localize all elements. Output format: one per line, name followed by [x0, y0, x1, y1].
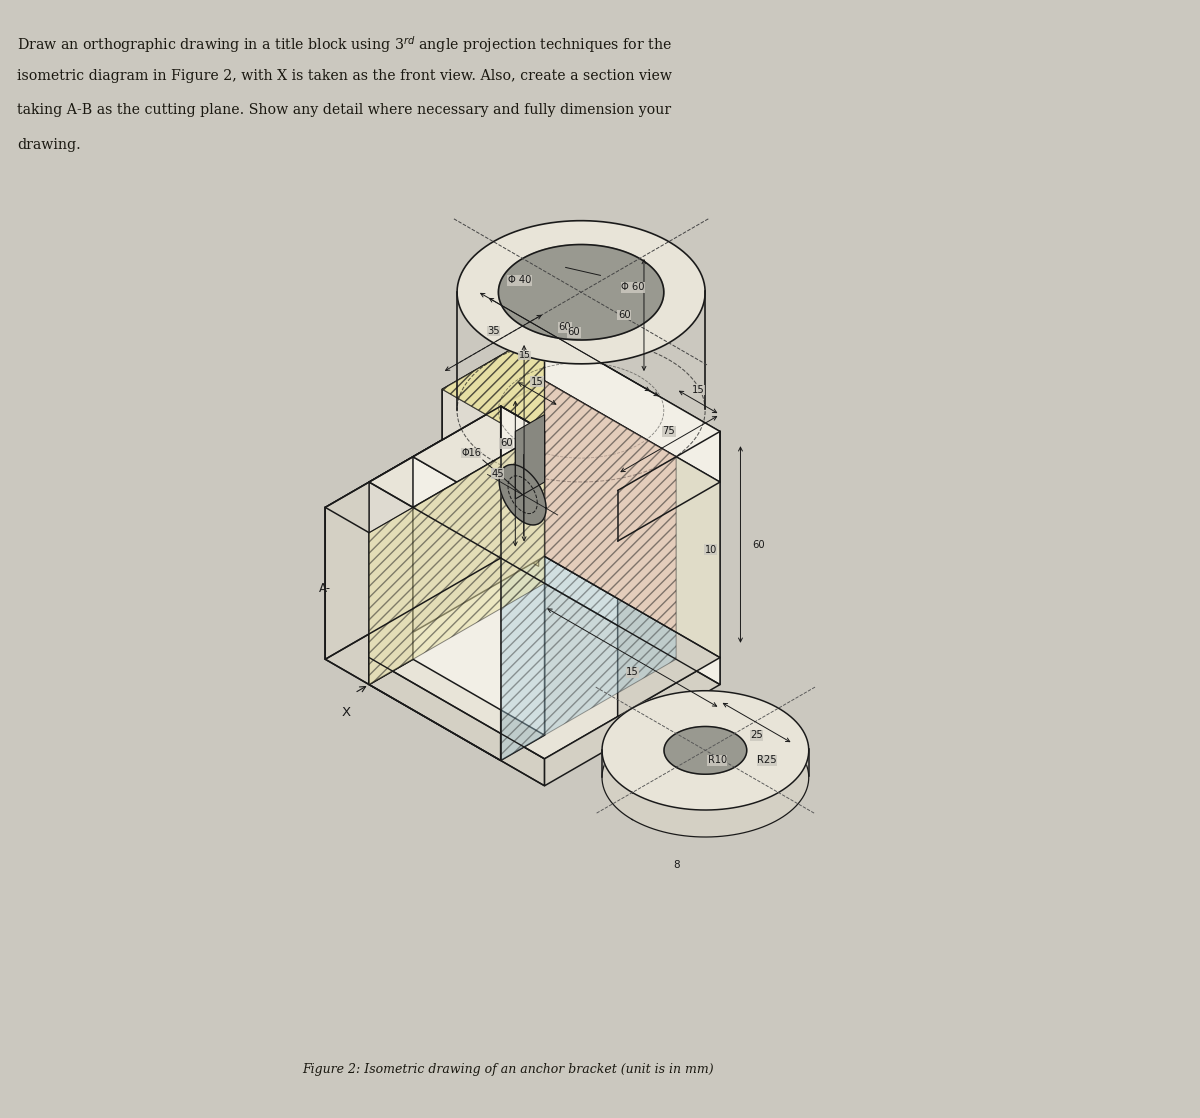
Text: 15: 15 [626, 667, 638, 678]
Polygon shape [443, 330, 720, 491]
Text: 25: 25 [750, 730, 763, 740]
Polygon shape [545, 657, 720, 786]
Text: Φ16: Φ16 [461, 448, 481, 458]
Polygon shape [325, 406, 545, 532]
Polygon shape [500, 406, 545, 557]
Polygon shape [500, 457, 676, 760]
Text: R10: R10 [708, 756, 727, 766]
Polygon shape [370, 657, 545, 786]
Polygon shape [499, 465, 546, 525]
Text: 35: 35 [487, 326, 499, 337]
Polygon shape [500, 406, 545, 584]
Text: isometric diagram in Figure 2, with X is taken as the front view. Also, create a: isometric diagram in Figure 2, with X is… [17, 68, 672, 83]
Text: X: X [341, 707, 350, 720]
Polygon shape [413, 381, 545, 508]
Text: 15: 15 [530, 377, 544, 387]
Polygon shape [602, 691, 809, 811]
Polygon shape [545, 381, 720, 657]
Polygon shape [370, 432, 545, 684]
Text: 75: 75 [662, 426, 676, 436]
Polygon shape [413, 381, 676, 532]
Text: 10: 10 [704, 544, 716, 555]
Polygon shape [413, 432, 545, 633]
Text: Figure 2: Isometric drawing of an anchor bracket (unit is in mm): Figure 2: Isometric drawing of an anchor… [302, 1063, 714, 1077]
Text: drawing.: drawing. [17, 139, 80, 152]
Text: 60: 60 [500, 438, 512, 448]
Polygon shape [413, 457, 545, 584]
Polygon shape [443, 330, 545, 439]
Polygon shape [545, 381, 676, 508]
Text: 60: 60 [618, 310, 630, 320]
Polygon shape [618, 432, 720, 541]
Polygon shape [370, 557, 545, 684]
Text: 45: 45 [491, 468, 504, 479]
Polygon shape [370, 482, 500, 760]
Text: 15: 15 [691, 385, 704, 395]
Polygon shape [370, 432, 545, 684]
Polygon shape [325, 406, 500, 660]
Text: R25: R25 [757, 756, 776, 766]
Polygon shape [602, 718, 809, 837]
Text: 60: 60 [568, 328, 580, 338]
Polygon shape [413, 457, 545, 736]
Text: Φ 60: Φ 60 [620, 282, 644, 292]
Polygon shape [506, 423, 539, 567]
Text: Draw an orthographic drawing in a title block using 3$^{rd}$ angle projection te: Draw an orthographic drawing in a title … [17, 34, 672, 55]
Polygon shape [664, 727, 746, 775]
Polygon shape [545, 330, 720, 482]
Polygon shape [370, 457, 545, 558]
Polygon shape [545, 381, 676, 633]
Polygon shape [325, 508, 370, 684]
Polygon shape [370, 557, 720, 759]
Text: 8: 8 [673, 860, 679, 870]
Text: 15: 15 [518, 351, 530, 360]
Text: taking A-B as the cutting plane. Show any detail where necessary and fully dimen: taking A-B as the cutting plane. Show an… [17, 104, 671, 117]
Polygon shape [443, 389, 618, 541]
Polygon shape [443, 330, 720, 491]
Polygon shape [370, 457, 413, 684]
Polygon shape [500, 532, 545, 760]
Polygon shape [618, 482, 720, 717]
Text: A-: A- [319, 581, 331, 595]
Text: 60: 60 [559, 322, 571, 332]
Polygon shape [457, 220, 706, 363]
Polygon shape [545, 457, 676, 584]
Polygon shape [515, 415, 545, 499]
Text: Φ 40: Φ 40 [508, 275, 532, 285]
Text: 60: 60 [752, 540, 764, 550]
Polygon shape [498, 245, 664, 340]
Polygon shape [545, 557, 720, 684]
